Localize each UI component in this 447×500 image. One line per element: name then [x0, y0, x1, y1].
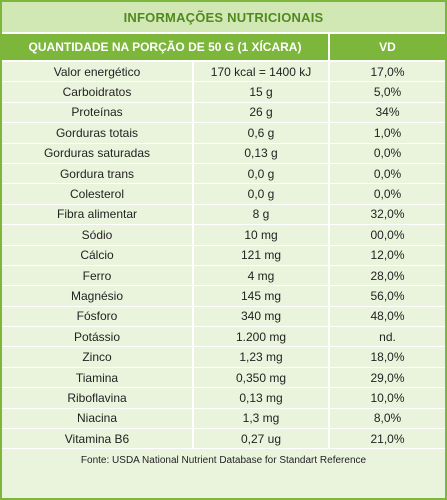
nutrient-vd: nd.	[379, 329, 396, 344]
nutrient-name: Niacina	[2, 408, 194, 429]
nutrient-name: Valor energético	[2, 62, 194, 82]
table-body: Valor energético 170 kcal = 1400 kJ 17,0…	[2, 62, 445, 450]
nutrient-vd: 1,0%	[373, 125, 402, 140]
table-row: Proteínas 26 g 34%	[2, 102, 445, 124]
nutrient-name: Gorduras saturadas	[2, 143, 194, 163]
nutrient-name: Colesterol	[2, 184, 194, 204]
nutrient-vd: 32,0%	[370, 207, 405, 222]
table-row: Riboflavina 0,13 mg 10,0%	[2, 388, 445, 409]
nutrient-name: Vitamina B6	[2, 429, 194, 449]
nutrient-amount: 0,27 ug	[194, 429, 330, 449]
nutrient-amount: 0,13 mg	[194, 388, 330, 408]
table-row: Niacina 1,3 mg 8,0%	[2, 408, 445, 430]
nutrient-name: Zinco	[2, 347, 194, 367]
nutrient-vd: 0,0%	[373, 146, 402, 161]
nutrient-amount: 26 g	[194, 102, 330, 123]
nutrient-amount: 4 mg	[194, 265, 330, 286]
table-header: QUANTIDADE NA PORÇÃO DE 50 G (1 XÍCARA) …	[2, 34, 445, 62]
nutrient-amount: 0,13 g	[194, 143, 330, 163]
table-row: Tiamina 0,350 mg 29,0%	[2, 367, 445, 389]
table-row: Magnésio 145 mg 56,0%	[2, 286, 445, 307]
table-row: Colesterol 0,0 g 0,0%	[2, 184, 445, 205]
nutrient-name: Magnésio	[2, 286, 194, 306]
nutrient-vd: 34%	[375, 105, 400, 120]
nutrient-name: Cálcio	[2, 245, 194, 265]
nutrient-name: Fibra alimentar	[2, 204, 194, 225]
nutrient-amount: 10 mg	[194, 225, 330, 245]
table-row: Gorduras totais 0,6 g 1,0%	[2, 123, 445, 144]
nutrient-vd: 28,0%	[370, 268, 405, 283]
nutrient-name: Fósforo	[2, 306, 194, 327]
nutrient-vd: 12,0%	[370, 248, 405, 263]
nutrient-name: Gorduras totais	[2, 123, 194, 143]
table-row: Gorduras saturadas 0,13 g 0,0%	[2, 143, 445, 164]
nutrient-name: Sódio	[2, 225, 194, 245]
nutrient-name: Proteínas	[2, 102, 194, 123]
nutrient-amount: 0,0 g	[194, 184, 330, 204]
nutrient-vd: 0,0%	[373, 166, 402, 181]
table-row: Valor energético 170 kcal = 1400 kJ 17,0…	[2, 62, 445, 83]
nutrient-vd: 21,0%	[370, 431, 405, 446]
nutrient-vd: 5,0%	[373, 85, 402, 100]
nutrient-amount: 8 g	[194, 204, 330, 225]
table-row: Sódio 10 mg 00,0%	[2, 225, 445, 246]
table-title: INFORMAÇÕES NUTRICIONAIS	[2, 2, 445, 34]
nutrient-amount: 0,350 mg	[194, 367, 330, 388]
table-row: Ferro 4 mg 28,0%	[2, 265, 445, 287]
nutrient-name: Potássio	[2, 327, 194, 347]
nutrient-vd: 00,0%	[370, 227, 405, 242]
nutrient-vd: 0,0%	[373, 187, 402, 202]
table-row: Gordura trans 0,0 g 0,0%	[2, 163, 445, 185]
nutrient-vd: 8,0%	[373, 411, 402, 426]
nutrient-name: Gordura trans	[2, 163, 194, 184]
table-row: Vitamina B6 0,27 ug 21,0%	[2, 429, 445, 450]
header-quantity: QUANTIDADE NA PORÇÃO DE 50 G (1 XÍCARA)	[2, 34, 330, 60]
table-row: Zinco 1,23 mg 18,0%	[2, 347, 445, 368]
nutrient-amount: 0,0 g	[194, 163, 330, 184]
nutrient-amount: 1,3 mg	[194, 408, 330, 429]
header-vd: VD	[379, 40, 396, 54]
table-row: Carboidratos 15 g 5,0%	[2, 82, 445, 103]
nutrient-amount: 1.200 mg	[194, 327, 330, 347]
nutrient-amount: 121 mg	[194, 245, 330, 265]
nutrient-amount: 1,23 mg	[194, 347, 330, 367]
nutrient-amount: 145 mg	[194, 286, 330, 306]
table-row: Fósforo 340 mg 48,0%	[2, 306, 445, 328]
table-row: Fibra alimentar 8 g 32,0%	[2, 204, 445, 226]
nutrient-name: Carboidratos	[2, 82, 194, 102]
table-row: Cálcio 121 mg 12,0%	[2, 245, 445, 266]
nutrient-name: Tiamina	[2, 367, 194, 388]
nutrient-amount: 0,6 g	[194, 123, 330, 143]
nutrient-vd: 18,0%	[370, 350, 405, 365]
nutrient-amount: 15 g	[194, 82, 330, 102]
nutrient-name: Ferro	[2, 265, 194, 286]
nutrient-amount: 340 mg	[194, 306, 330, 327]
table-row: Potássio 1.200 mg nd.	[2, 327, 445, 348]
nutrient-amount: 170 kcal = 1400 kJ	[194, 62, 330, 82]
nutrient-vd: 29,0%	[370, 370, 405, 385]
nutrient-name: Riboflavina	[2, 388, 194, 408]
nutrient-vd: 10,0%	[370, 390, 405, 405]
source-footnote: Fonte: USDA National Nutrient Database f…	[80, 454, 367, 466]
nutrient-vd: 17,0%	[370, 64, 405, 79]
nutrient-vd: 56,0%	[370, 288, 405, 303]
nutrient-vd: 48,0%	[370, 309, 405, 324]
